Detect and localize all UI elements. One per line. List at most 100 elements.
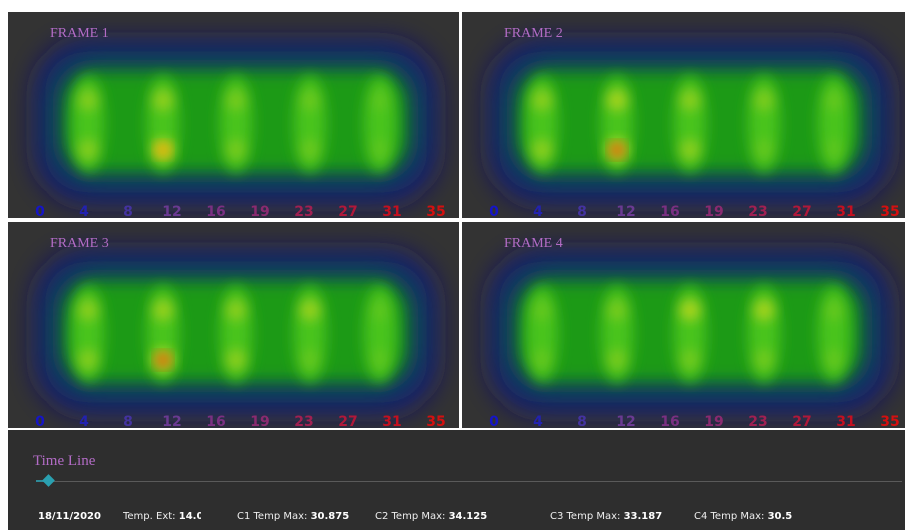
scale-label: 31 — [836, 204, 855, 218]
scale-label: 4 — [79, 414, 89, 428]
heat-spot — [78, 90, 98, 110]
field-label: Temp. Ext: — [123, 511, 176, 522]
field-label: C3 Temp Max: — [550, 511, 621, 522]
frame-title: FRAME 3 — [50, 236, 109, 251]
heat-spot — [680, 350, 700, 370]
frame-title: FRAME 2 — [504, 26, 563, 41]
heat-spot — [532, 300, 552, 320]
footer-field: C1 Temp Max: 30.875 — [237, 511, 349, 522]
heat-spot — [226, 300, 246, 320]
heat-spot — [370, 350, 390, 370]
heatmap: FRAME 3 0 4 8 12 16 19 23 27 31 35 — [35, 236, 446, 428]
heatmap: FRAME 1 0 4 8 12 16 19 23 27 31 35 — [35, 26, 446, 218]
field-value: 30.5 — [767, 511, 793, 522]
heat-spot — [78, 350, 98, 370]
slider-knob[interactable] — [42, 474, 55, 487]
scale-label: 23 — [294, 414, 313, 428]
heat-spot — [607, 300, 627, 320]
heat-spot — [607, 350, 627, 370]
scale-label: 23 — [748, 414, 767, 428]
scale-label: 0 — [489, 204, 499, 218]
scale-label: 8 — [577, 204, 587, 218]
scale-label: 4 — [79, 204, 89, 218]
field-value: 34.125 — [448, 511, 488, 522]
timeline-title: Time Line — [33, 453, 96, 469]
heatmap-frame: FRAME 3 0 4 8 12 16 19 23 27 31 35 — [8, 222, 459, 428]
scale-label: 8 — [123, 204, 133, 218]
heat-spot — [680, 140, 700, 160]
heat-spot — [532, 350, 552, 370]
heat-spot — [824, 90, 844, 110]
field-value: 33.187 — [623, 511, 663, 522]
scale-label: 4 — [533, 204, 543, 218]
scale-label: 19 — [704, 204, 723, 218]
footer-panel: Time Line 18/11/2020 Temp. Ext: 14.00 C1 … — [8, 430, 905, 530]
footer-field: Temp. Ext: 14.00 — [123, 511, 201, 522]
scale-label: 31 — [836, 414, 855, 428]
scale-label: 4 — [533, 414, 543, 428]
heat-spot — [607, 90, 627, 110]
heat-core — [157, 144, 169, 156]
scale-label: 16 — [206, 204, 225, 218]
heat-core — [157, 354, 169, 366]
heat-spot — [754, 300, 774, 320]
slider-track[interactable] — [36, 481, 902, 482]
scale-label: 16 — [206, 414, 225, 428]
heat-spot — [300, 140, 320, 160]
scale-label: 19 — [250, 414, 269, 428]
heat-spot — [824, 140, 844, 160]
scale-label: 31 — [382, 414, 401, 428]
date: 18/11/2020 — [38, 511, 101, 522]
scale-label: 8 — [123, 414, 133, 428]
field-value: 30.875 — [310, 511, 350, 522]
heat-spot — [78, 300, 98, 320]
frame-title: FRAME 1 — [50, 26, 109, 41]
heatmap: FRAME 4 0 4 8 12 16 19 23 27 31 35 — [489, 236, 900, 428]
field-label: C1 Temp Max: — [237, 511, 308, 522]
scale-label: 27 — [338, 204, 357, 218]
heat-spot — [370, 300, 390, 320]
footer-field: C2 Temp Max: 34.125 — [375, 511, 487, 522]
scale-label: 12 — [616, 204, 635, 218]
footer-field: C3 Temp Max: 33.187 — [550, 511, 662, 522]
heat-spot — [300, 300, 320, 320]
scale-label: 0 — [489, 414, 499, 428]
heat-spot — [754, 140, 774, 160]
scale-label: 16 — [660, 414, 679, 428]
heat-spot — [300, 90, 320, 110]
heat-spot — [754, 350, 774, 370]
heat-spot — [532, 90, 552, 110]
scale-label: 35 — [880, 414, 899, 428]
heat-spot — [824, 350, 844, 370]
heat-spot — [226, 140, 246, 160]
heat-spot — [680, 90, 700, 110]
scale-label: 0 — [35, 204, 45, 218]
field-label: C4 Temp Max: — [694, 511, 765, 522]
heat-spot — [153, 300, 173, 320]
scale-label: 35 — [426, 414, 445, 428]
scale-label: 8 — [577, 414, 587, 428]
frame-title: FRAME 4 — [504, 236, 563, 251]
heat-spot — [226, 350, 246, 370]
heatmap-frame: FRAME 4 0 4 8 12 16 19 23 27 31 35 — [462, 222, 905, 428]
scale-label: 12 — [616, 414, 635, 428]
scale-label: 27 — [338, 414, 357, 428]
scale-label: 27 — [792, 204, 811, 218]
heat-spot — [532, 140, 552, 160]
scale-label: 16 — [660, 204, 679, 218]
heat-spot — [226, 90, 246, 110]
scale-label: 12 — [162, 204, 181, 218]
heat-spot — [370, 90, 390, 110]
heat-spot — [824, 300, 844, 320]
heatmap-frame: FRAME 2 0 4 8 12 16 19 23 27 31 35 — [462, 12, 905, 218]
heatmap-frame: FRAME 1 0 4 8 12 16 19 23 27 31 35 — [8, 12, 459, 218]
scale-label: 35 — [426, 204, 445, 218]
scale-label: 19 — [250, 204, 269, 218]
field-label: C2 Temp Max: — [375, 511, 446, 522]
scale-label: 35 — [880, 204, 899, 218]
scale-label: 0 — [35, 414, 45, 428]
heat-core — [611, 144, 623, 156]
heat-spot — [153, 90, 173, 110]
scale-label: 31 — [382, 204, 401, 218]
